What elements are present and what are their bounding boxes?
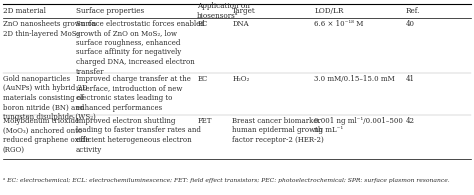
Text: Improved electron shuttling
leading to faster transfer rates and
efficient heter: Improved electron shuttling leading to f…	[75, 117, 201, 153]
Text: 3.0 mM/0.15–15.0 mM: 3.0 mM/0.15–15.0 mM	[314, 75, 395, 83]
Text: 41: 41	[405, 75, 414, 83]
Text: Surface properties: Surface properties	[75, 7, 144, 15]
Text: EC: EC	[197, 20, 208, 28]
Text: 40: 40	[405, 20, 414, 28]
Text: Application on
biosensorsᵃ: Application on biosensorsᵃ	[197, 2, 250, 20]
Text: LOD/LR: LOD/LR	[314, 7, 344, 15]
Text: 6.6 × 10⁻¹⁸ M: 6.6 × 10⁻¹⁸ M	[314, 20, 364, 28]
Text: Surface electrostatic forces enabled
growth of ZnO on MoS₂, low
surface roughnes: Surface electrostatic forces enabled gro…	[75, 20, 204, 75]
Text: 42: 42	[405, 117, 414, 125]
Text: H₂O₂: H₂O₂	[232, 75, 250, 83]
Text: 2D material: 2D material	[3, 7, 46, 15]
Text: Gold nanoparticles
(AuNPs) with hybrid 2D
materials consisting of
boron nitride : Gold nanoparticles (AuNPs) with hybrid 2…	[3, 75, 96, 121]
Text: Improved charge transfer at the
interface, introduction of new
electronic states: Improved charge transfer at the interfac…	[75, 75, 191, 112]
Text: 0.001 ng ml⁻¹/0.001–500
ng mL⁻¹: 0.001 ng ml⁻¹/0.001–500 ng mL⁻¹	[314, 117, 403, 135]
Text: FET: FET	[197, 117, 212, 125]
Text: EC: EC	[197, 75, 208, 83]
Text: Target: Target	[232, 7, 256, 15]
Text: ZnO nanosheets grown on
2D thin-layered MoS₂: ZnO nanosheets grown on 2D thin-layered …	[3, 20, 96, 37]
Text: Breast cancer biomarker
human epidermal growth
factor receptor-2 (HER-2): Breast cancer biomarker human epidermal …	[232, 117, 324, 144]
Text: Molybdenum trioxide
(MoO₃) anchored onto
reduced graphene oxide
(RGO): Molybdenum trioxide (MoO₃) anchored onto…	[3, 117, 90, 153]
Text: ᵃ EC: electrochemical; ECL: electrochemiluminescence; FET: field effect transist: ᵃ EC: electrochemical; ECL: electrochemi…	[3, 178, 450, 183]
Text: DNA: DNA	[232, 20, 249, 28]
Text: Ref.: Ref.	[405, 7, 420, 15]
